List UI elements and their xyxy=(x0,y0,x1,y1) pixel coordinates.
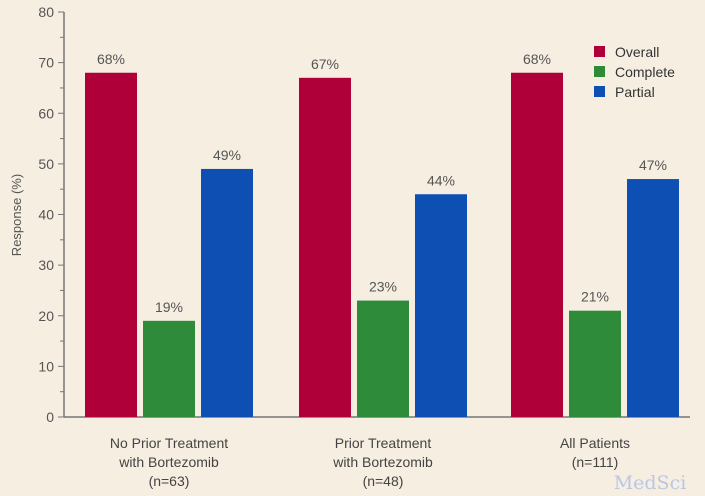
legend-label-partial: Partial xyxy=(615,84,655,100)
category-label: Prior Treatment xyxy=(335,435,432,451)
legend-label-overall: Overall xyxy=(615,44,659,60)
bar-partial xyxy=(415,194,467,417)
category-label: (n=111) xyxy=(572,454,619,470)
y-tick-label: 10 xyxy=(38,358,54,374)
data-label: 67% xyxy=(311,56,339,72)
category-label: with Bortezomib xyxy=(332,454,433,470)
chart-category-labels: No Prior Treatment with Bortezomib (n=63) P… xyxy=(110,435,630,489)
legend-swatch-complete xyxy=(594,66,605,77)
y-tick-label: 30 xyxy=(38,257,54,273)
bar-complete xyxy=(357,300,409,417)
y-tick-label: 0 xyxy=(46,409,54,425)
legend-swatch-overall xyxy=(594,46,605,57)
chart-data-labels: 68% 19% 49% 67% 23% 44% 68% 21% 47% xyxy=(97,51,667,315)
data-label: 19% xyxy=(155,299,183,315)
bar-overall xyxy=(85,72,137,417)
bar-overall xyxy=(511,72,563,417)
y-axis-title: Response (%) xyxy=(9,174,24,256)
legend-swatch-partial xyxy=(594,86,605,97)
category-label: (n=48) xyxy=(363,473,404,489)
category-label: (n=63) xyxy=(149,473,190,489)
category-label: No Prior Treatment xyxy=(110,435,228,451)
category-label: with Bortezomib xyxy=(118,454,219,470)
chart-legend: Overall Complete Partial xyxy=(594,44,675,100)
bar-partial xyxy=(201,168,253,417)
y-tick-label: 20 xyxy=(38,308,54,324)
data-label: 23% xyxy=(369,279,397,295)
y-tick-label: 80 xyxy=(38,4,54,20)
y-tick-label: 70 xyxy=(38,55,54,71)
data-label: 68% xyxy=(97,51,125,67)
category-label: All Patients xyxy=(560,435,630,451)
chart-bars xyxy=(85,72,679,417)
bar-complete xyxy=(143,320,195,417)
data-label: 47% xyxy=(639,157,667,173)
y-tick-label: 40 xyxy=(38,207,54,223)
watermark-text: MedSci xyxy=(614,472,687,494)
bar-complete xyxy=(569,310,621,417)
data-label: 49% xyxy=(213,147,241,163)
data-label: 44% xyxy=(427,172,455,188)
bar-overall xyxy=(299,77,351,417)
data-label: 68% xyxy=(523,51,551,67)
y-tick-label: 50 xyxy=(38,156,54,172)
data-label: 21% xyxy=(581,289,609,305)
y-tick-label: 60 xyxy=(38,105,54,121)
bar-partial xyxy=(627,179,679,417)
legend-label-complete: Complete xyxy=(615,64,675,80)
